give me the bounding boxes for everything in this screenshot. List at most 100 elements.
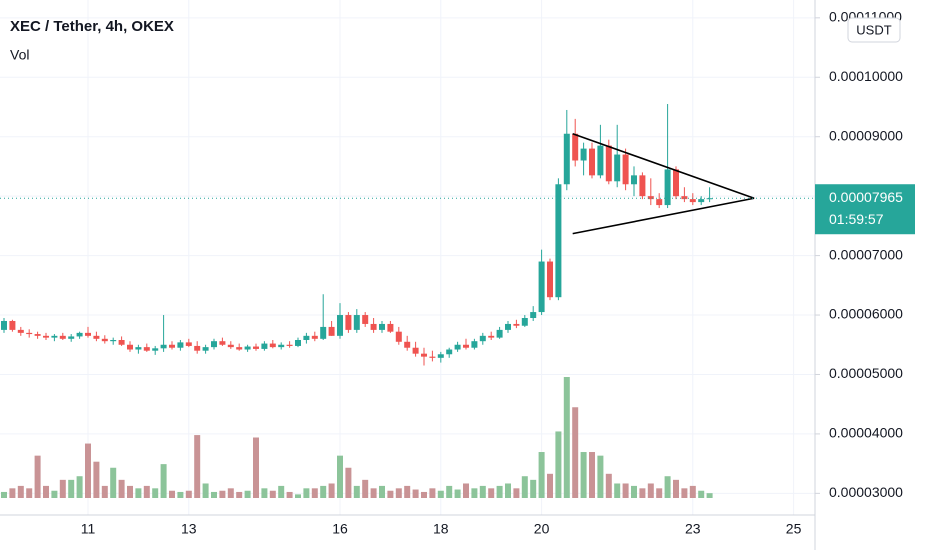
volume-bar xyxy=(328,483,335,498)
candle-body xyxy=(362,315,369,324)
candle-body xyxy=(135,347,142,350)
volume-bar xyxy=(555,431,562,498)
candle-body xyxy=(202,347,209,351)
x-tick-label: 23 xyxy=(685,521,701,537)
candle-body xyxy=(68,336,75,339)
candle-body xyxy=(93,335,100,339)
volume-bar xyxy=(563,377,570,498)
candle-body xyxy=(345,315,352,330)
volume-bar xyxy=(437,490,444,498)
volume-bar xyxy=(395,488,402,498)
volume-bar xyxy=(76,476,83,498)
candle-body xyxy=(563,133,570,185)
candle-body xyxy=(152,348,159,351)
volume-bar xyxy=(589,452,595,498)
volume-bar xyxy=(572,407,579,498)
candle-body xyxy=(43,335,49,338)
volume-bar xyxy=(269,490,276,498)
volume-bar xyxy=(429,488,436,498)
candle-body xyxy=(59,335,66,339)
currency-button[interactable] xyxy=(847,17,901,43)
y-tick-label: 0.00004000 xyxy=(829,425,903,441)
y-tick-label: 0.00005000 xyxy=(829,365,903,381)
y-tick-label: 0.00010000 xyxy=(829,68,903,84)
candle-body xyxy=(337,315,343,336)
volume-bar xyxy=(446,485,453,498)
candle-body xyxy=(622,154,629,185)
candle-body xyxy=(639,175,646,197)
volume-bar xyxy=(463,483,469,498)
candle-body xyxy=(311,335,318,339)
candle-body xyxy=(353,315,360,330)
candle-body xyxy=(9,320,16,330)
volume-bar xyxy=(639,488,646,498)
volume-bar xyxy=(244,490,251,498)
candle-body xyxy=(555,184,562,298)
candle-body xyxy=(412,347,419,354)
volume-bar xyxy=(547,473,553,498)
volume-bar xyxy=(362,479,369,498)
candle-body xyxy=(614,154,621,182)
volume-bar xyxy=(454,489,461,498)
candle-body xyxy=(303,335,310,340)
y-tick-label: 0.00006000 xyxy=(829,306,903,322)
x-tick-label: 20 xyxy=(534,521,550,537)
volume-bar xyxy=(202,483,209,498)
volume-bar xyxy=(471,488,478,498)
x-tick-label: 13 xyxy=(181,521,197,537)
volume-bar xyxy=(311,488,318,498)
volume-bar xyxy=(631,485,637,498)
candle-body xyxy=(169,344,175,348)
candle-body xyxy=(143,347,150,351)
candle-body xyxy=(656,199,663,206)
trendline xyxy=(572,132,755,199)
volume-bar xyxy=(68,479,75,498)
volume-bar xyxy=(689,485,696,498)
candle-body xyxy=(488,335,495,338)
currency-button-label[interactable]: USDT xyxy=(856,22,891,37)
candle-body xyxy=(597,145,604,176)
volume-bar xyxy=(236,491,243,498)
candle-body xyxy=(479,335,486,342)
volume-bar xyxy=(9,488,16,498)
candle-body xyxy=(370,323,377,330)
volume-bar xyxy=(194,435,201,498)
candle-body xyxy=(211,341,217,348)
candle-body xyxy=(118,340,125,345)
volume-bar xyxy=(614,483,621,498)
volume-bar xyxy=(143,485,150,498)
volume-bar xyxy=(219,490,226,498)
x-tick-label: 25 xyxy=(786,521,802,537)
volume-bar xyxy=(404,485,411,498)
volume-bar xyxy=(479,485,486,498)
volume-bar xyxy=(177,491,184,498)
candle-body xyxy=(664,169,671,206)
volume-bar xyxy=(706,493,713,498)
volume-bar xyxy=(93,461,100,498)
volume-bar xyxy=(656,488,663,498)
volume-bar xyxy=(160,464,167,498)
volume-bar xyxy=(505,483,511,498)
volume-bar xyxy=(152,488,159,498)
candle-body xyxy=(110,340,117,342)
volume-bar xyxy=(85,443,91,498)
candle-body xyxy=(244,346,251,350)
chart-title: XEC / Tether, 4h, OKEX xyxy=(10,18,174,35)
volume-bar xyxy=(698,490,705,498)
volume-bar xyxy=(673,479,679,498)
candle-body xyxy=(51,335,58,338)
volume-bar xyxy=(664,476,671,498)
volume-bar xyxy=(412,489,419,498)
candle-body xyxy=(101,338,108,342)
candle-body xyxy=(706,198,713,200)
volume-bar xyxy=(26,488,33,498)
volume-bar xyxy=(286,491,293,498)
last-price-label: 0.00007965 xyxy=(829,189,903,205)
candle-body xyxy=(269,343,276,348)
volume-bar xyxy=(488,488,495,498)
candle-body xyxy=(605,145,612,182)
candle-body xyxy=(85,332,91,336)
volume-bar xyxy=(353,485,360,498)
y-tick-label: 0.00009000 xyxy=(829,127,903,143)
candle-body xyxy=(463,344,469,348)
